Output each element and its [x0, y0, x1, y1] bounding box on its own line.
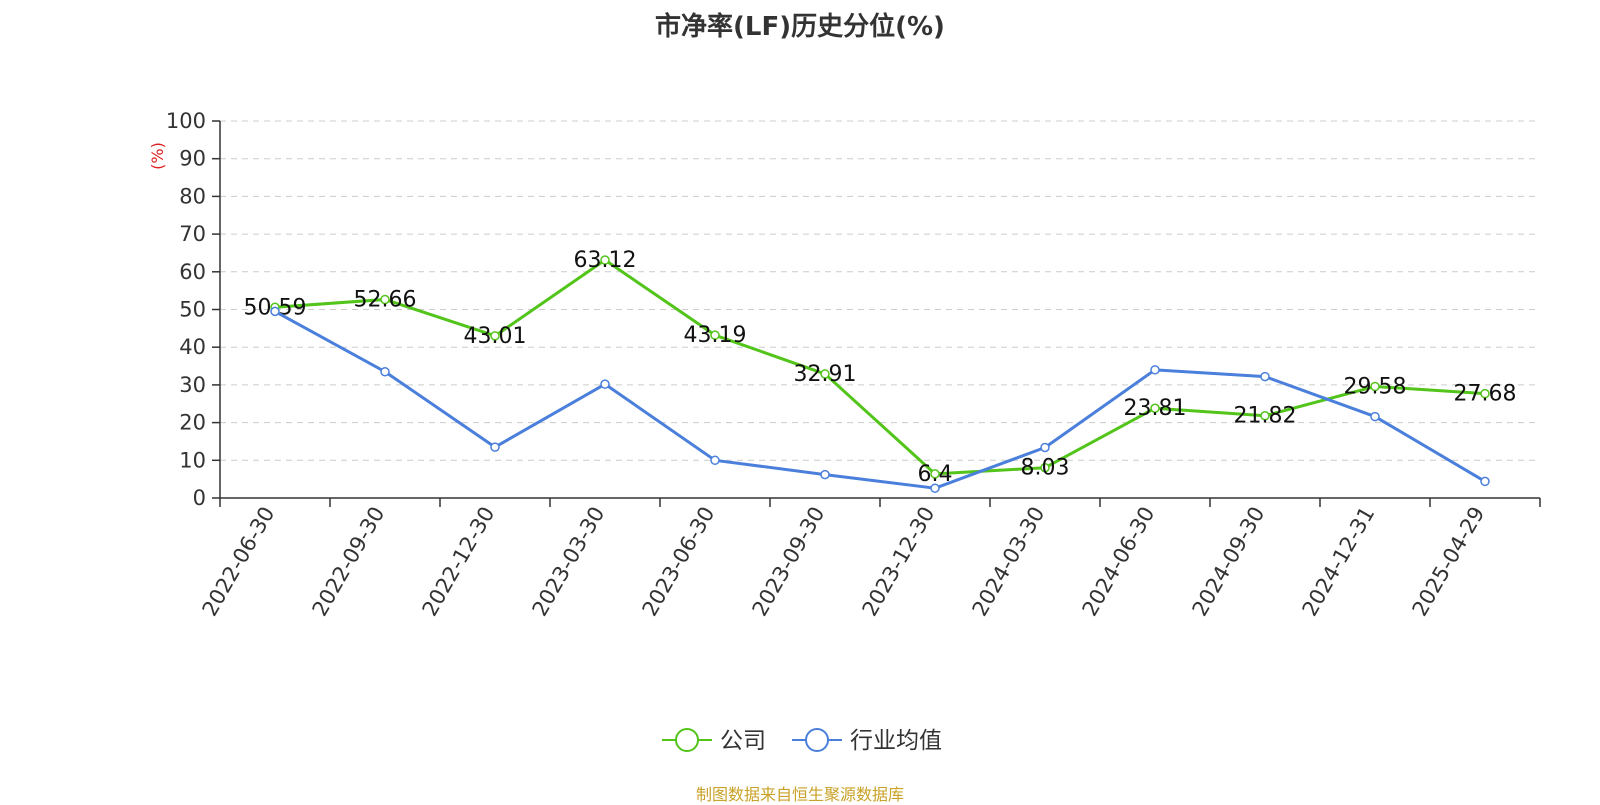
y-tick-label: 70 — [179, 222, 206, 246]
legend-label: 行业均值 — [850, 728, 942, 754]
data-point — [1370, 381, 1380, 392]
data-point — [490, 331, 500, 341]
data-point — [710, 330, 720, 340]
x-tick-label: 2025-04-29 — [1408, 503, 1490, 621]
data-label: 21.82 — [1234, 404, 1297, 429]
data-point — [1040, 442, 1050, 453]
x-tick-label: 2022-12-30 — [418, 503, 500, 621]
data-label: 63.12 — [574, 248, 637, 273]
data-label: 8.03 — [1021, 456, 1070, 481]
data-point — [270, 306, 280, 317]
data-point — [600, 255, 610, 265]
data-point — [380, 366, 390, 377]
footer-source: 制图数据来自恒生聚源数据库 — [695, 785, 904, 804]
x-tick-label: 2024-09-30 — [1188, 503, 1270, 621]
data-label: 23.81 — [1124, 396, 1187, 421]
data-point — [1040, 462, 1050, 473]
series-line-0 — [274, 258, 1486, 476]
data-point — [490, 442, 500, 452]
legend-label: 公司 — [720, 728, 766, 754]
y-tick-label: 100 — [166, 109, 206, 133]
y-tick-label: 60 — [179, 260, 206, 284]
data-label: 43.01 — [464, 324, 527, 349]
y-tick-label: 40 — [179, 335, 206, 359]
x-tick-label: 2022-06-30 — [198, 503, 280, 621]
data-point — [1260, 371, 1270, 382]
x-tick-label: 2024-12-31 — [1298, 503, 1380, 621]
data-point — [1260, 410, 1270, 421]
x-tick-label: 2023-09-30 — [748, 503, 830, 621]
data-point — [380, 294, 390, 305]
legend-marker — [805, 728, 829, 752]
y-tick-label: 30 — [179, 373, 206, 397]
x-tick-label: 2023-06-30 — [638, 503, 720, 621]
data-point — [1150, 365, 1160, 375]
data-point — [600, 379, 610, 389]
y-tick-label: 10 — [179, 448, 206, 472]
data-point — [820, 469, 830, 480]
x-tick-label: 2024-03-30 — [968, 503, 1050, 621]
x-tick-label: 2023-12-30 — [858, 503, 940, 621]
chart-title: 市净率(LF)历史分位(%) — [655, 12, 945, 42]
y-tick-label: 90 — [179, 147, 206, 171]
y-tick-label: 80 — [179, 184, 206, 208]
data-label: 29.58 — [1344, 374, 1407, 399]
data-label: 27.68 — [1454, 382, 1517, 407]
data-point — [1150, 403, 1160, 413]
data-point — [1370, 411, 1380, 422]
data-point — [1480, 388, 1490, 399]
x-tick-label: 2022-09-30 — [308, 503, 390, 621]
data-point — [930, 483, 940, 493]
legend-marker — [675, 728, 699, 752]
x-tick-label: 2024-06-30 — [1078, 503, 1160, 621]
data-point — [930, 469, 940, 479]
y-tick-label: 0 — [193, 486, 206, 510]
data-label: 43.19 — [684, 323, 747, 348]
data-label: 52.66 — [354, 287, 417, 312]
x-tick-label: 2023-03-30 — [528, 503, 610, 621]
data-point — [1480, 476, 1490, 487]
data-label: 32.91 — [794, 362, 857, 387]
series-line-1 — [274, 310, 1486, 490]
data-point — [820, 369, 830, 379]
data-point — [710, 455, 720, 466]
y-tick-label: 50 — [179, 298, 206, 322]
y-tick-label: 20 — [179, 411, 206, 435]
y-axis-label: (%) — [148, 142, 167, 170]
